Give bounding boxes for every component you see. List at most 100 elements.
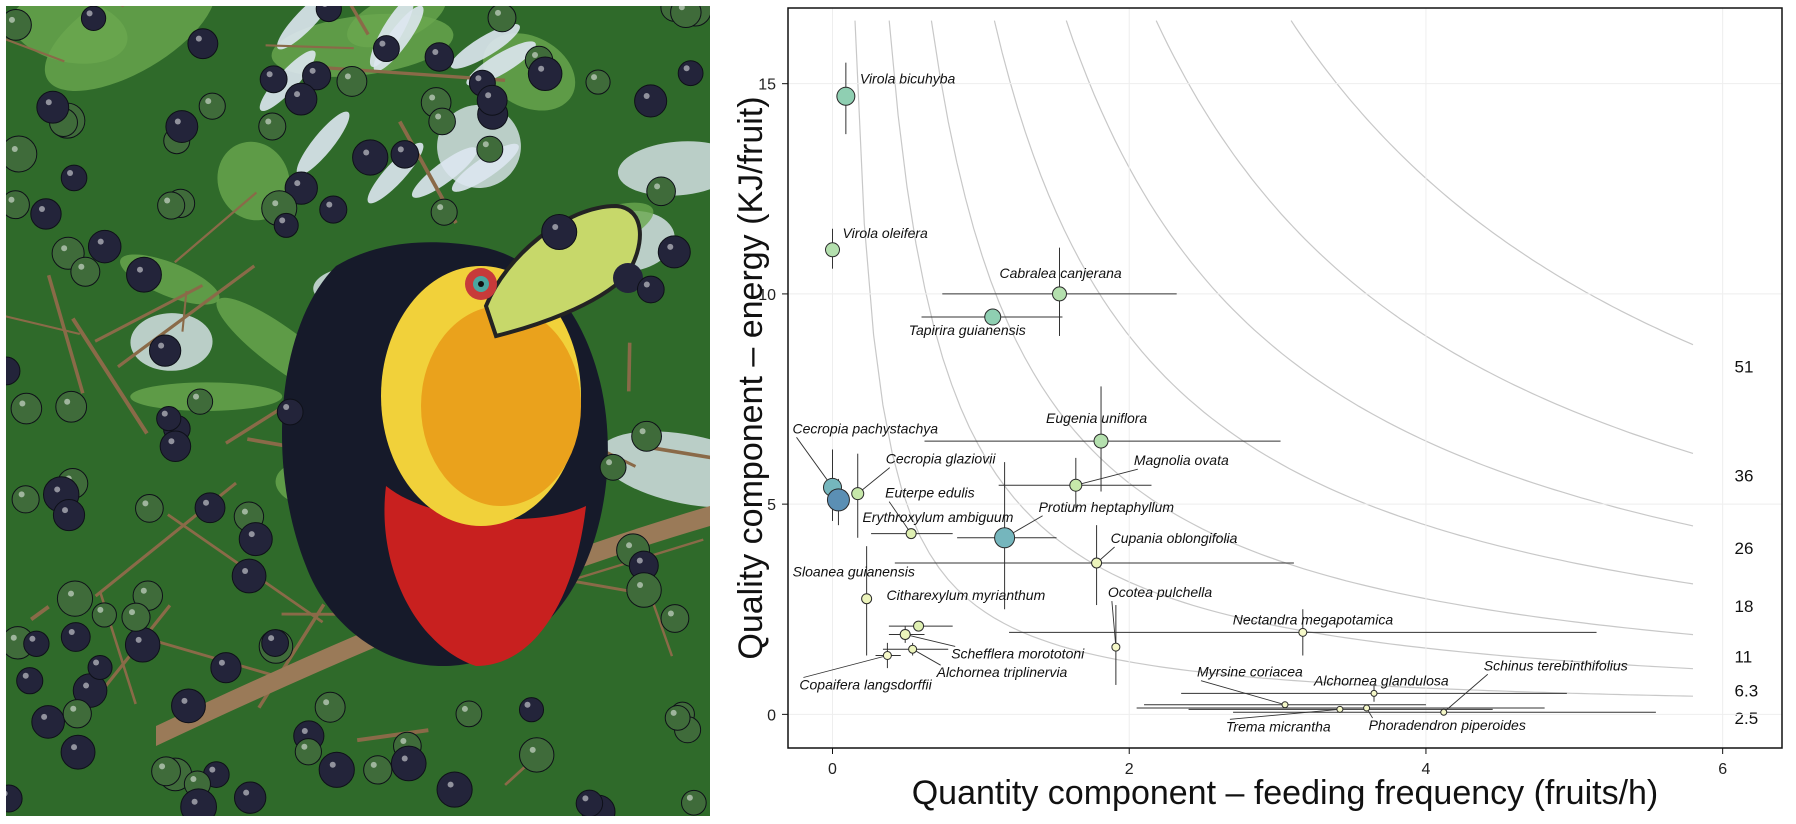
fruit-highlight [205, 98, 212, 105]
species-label: Ocotea pulchella [1108, 584, 1213, 600]
fruit-highlight [461, 705, 468, 712]
twig [349, 6, 370, 36]
palm-frond [451, 143, 519, 192]
label-leader [1075, 468, 1138, 486]
palm-fruit [91, 602, 117, 628]
palm-fruit [315, 6, 342, 23]
species-label: Cabralea canjerana [999, 265, 1121, 281]
palm-fruit [198, 92, 226, 120]
fruit-highlight [401, 755, 408, 762]
fruit-highlight [265, 118, 272, 125]
palm-fruit [210, 652, 242, 684]
data-point [1093, 433, 1109, 449]
palm-fruit [121, 602, 151, 632]
scatter-chart: 51 36 26 18 11 6.3 2.5 Virola bicuhyba Virola o… [720, 0, 1796, 824]
twig [71, 317, 149, 435]
palm-fruit [314, 691, 346, 723]
species-label: Sloanea guianensis [793, 564, 915, 580]
data-point [851, 487, 865, 501]
fruit-highlight [485, 92, 492, 99]
twig [117, 264, 256, 369]
fruit-highlight [45, 99, 52, 106]
fruit-highlight [62, 507, 69, 514]
twig [94, 284, 204, 343]
fruit-highlight [93, 659, 100, 666]
palm-fruit [455, 700, 483, 728]
fruit-highlight [606, 459, 613, 466]
fruit-highlight [400, 738, 407, 745]
fruit-highlight [241, 508, 248, 515]
palm-fruit [273, 212, 299, 238]
fruit-highlight [538, 65, 545, 72]
fruit-highlight [190, 776, 197, 783]
fruit-highlight [18, 491, 25, 498]
fruit-highlight [683, 65, 690, 72]
fruit-highlight [272, 200, 279, 207]
fruit-highlight [203, 499, 210, 506]
fruit-highlight [78, 263, 85, 270]
palm-fruit [390, 745, 427, 782]
isocline-layer: 51 36 26 18 11 6.3 2.5 [854, 20, 1758, 728]
fruit-highlight [8, 16, 15, 23]
fruit-highlight [379, 40, 386, 47]
data-point [1051, 286, 1067, 302]
palm-fruit [631, 420, 662, 452]
palm-fruit [151, 756, 181, 787]
data-point [1370, 689, 1378, 697]
y-tick-label: 15 [758, 77, 776, 94]
twig [626, 342, 632, 392]
fruit-highlight [168, 438, 175, 445]
palm-fruit [258, 112, 287, 141]
species-label: Schefflera morototoni [951, 645, 1085, 661]
palm-fruit [657, 235, 691, 269]
palm-fruit [36, 90, 70, 124]
species-label: Schinus terebinthifolius [1484, 657, 1628, 673]
palm-fruit [55, 390, 88, 423]
fruit-highlight [447, 781, 454, 788]
species-label: Myrsine coriacea [1197, 664, 1303, 680]
palm-fruit [30, 198, 62, 230]
palm-fruit [87, 229, 122, 264]
twig [30, 605, 50, 622]
data-point [984, 308, 1002, 326]
data-point [836, 86, 856, 106]
toucan [282, 203, 643, 667]
fruit-highlight [268, 635, 275, 642]
palm-fruit [56, 580, 94, 617]
fruit-highlight [283, 404, 290, 411]
fruit-highlight [363, 149, 370, 156]
isocline-label: 36 [1735, 466, 1754, 485]
fruit-highlight [301, 743, 308, 750]
fruit-highlight [70, 705, 77, 712]
fruit-highlight [181, 697, 188, 704]
fruit-highlight [248, 531, 255, 538]
species-label: Trema micrantha [1226, 718, 1331, 734]
palm-fruit [575, 789, 604, 816]
species-label: Cecropia pachystachya [793, 420, 939, 436]
leaf-blade [617, 141, 710, 196]
fruit-highlight [38, 205, 45, 212]
palm-fruit [194, 492, 226, 524]
palm-frond [450, 23, 520, 69]
fruit-highlight [643, 281, 650, 288]
toucan-chest [421, 306, 581, 506]
palm-fruit [31, 705, 65, 739]
palm-fruit [476, 84, 508, 116]
fruit-highlight [209, 766, 216, 773]
label-leader [796, 437, 833, 488]
isocline-label: 51 [1735, 358, 1754, 377]
palm-fruit [171, 688, 206, 724]
data-point [1336, 705, 1344, 713]
palm-fruit [124, 627, 161, 663]
y-tick-label: 0 [767, 707, 776, 724]
fruit-highlight [301, 727, 308, 734]
isocline-curve [1290, 20, 1694, 346]
twig [46, 274, 85, 394]
data-point [1298, 627, 1308, 637]
palm-fruit [87, 654, 113, 680]
palm-fruit [186, 388, 214, 415]
fruit-highlight [243, 789, 250, 796]
palm-frond [411, 147, 478, 198]
fruit-highlight [435, 113, 442, 120]
